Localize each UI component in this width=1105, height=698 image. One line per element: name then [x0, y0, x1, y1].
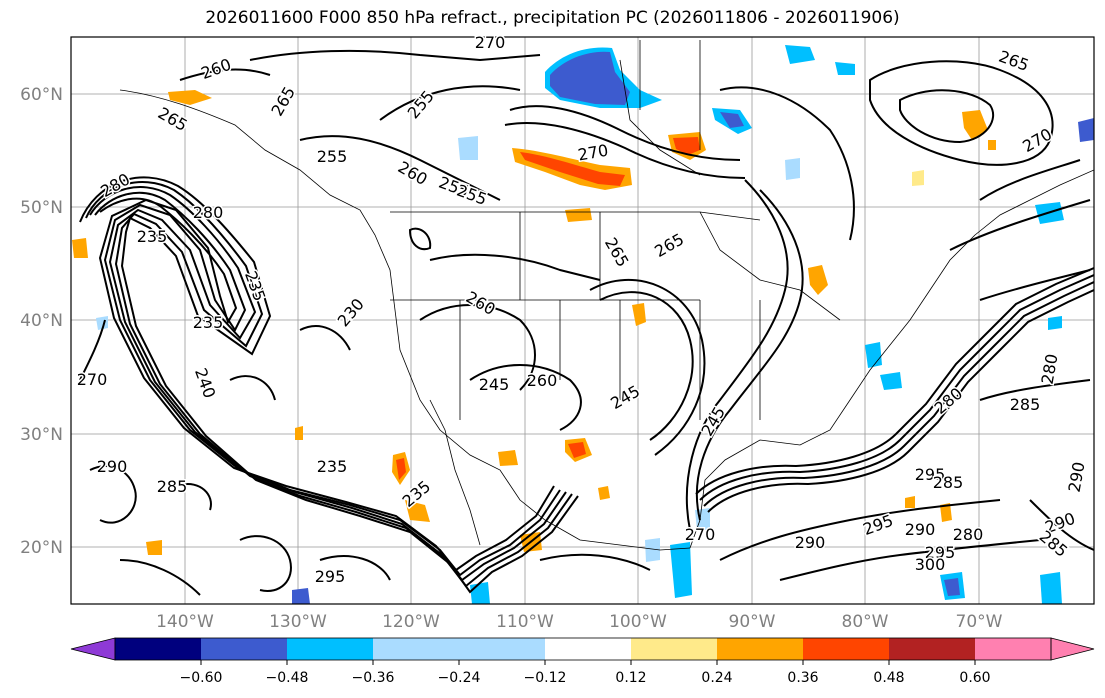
colorbar-tick-label: −0.48	[266, 670, 309, 686]
colorbar-tick-label: −0.24	[438, 670, 481, 686]
contour-label: 285	[1010, 395, 1041, 414]
lon-label: 140°W	[156, 612, 214, 632]
contour-label: 280	[953, 525, 984, 544]
lon-label: 80°W	[842, 612, 889, 632]
lat-label: 20°N	[20, 538, 63, 558]
lon-label: 90°W	[729, 612, 776, 632]
colorbar-segment	[459, 638, 545, 660]
lat-label: 30°N	[20, 425, 63, 445]
contour-label: 270	[685, 525, 716, 544]
contour-label: 295	[925, 543, 956, 562]
longitude-labels: 140°W 130°W 120°W 110°W 100°W 90°W 80°W …	[156, 612, 1003, 632]
lon-label: 130°W	[269, 612, 327, 632]
contour-label: 270	[475, 33, 506, 52]
colorbar-segment	[287, 638, 373, 660]
colorbar-segment	[717, 638, 803, 660]
contour-label: 235	[137, 227, 168, 246]
colorbar-tick-label: 0.24	[701, 670, 732, 686]
colorbar-max-arrow	[1050, 637, 1095, 661]
colorbar-tick-label: −0.12	[524, 670, 567, 686]
colorbar-tick-label: −0.36	[352, 670, 395, 686]
lon-label: 110°W	[496, 612, 554, 632]
contour-label: 290	[97, 457, 128, 476]
colorbar: −0.60 −0.48 −0.36 −0.24 −0.12 0.12 0.24 …	[70, 637, 1095, 686]
contour-label: 255	[317, 147, 348, 166]
colorbar-segment	[201, 638, 287, 660]
colorbar-tick-label: 0.48	[873, 670, 904, 686]
map-frame	[70, 36, 1095, 605]
lon-label: 70°W	[956, 612, 1003, 632]
contour-label: 285	[933, 473, 964, 492]
colorbar-segment	[373, 638, 459, 660]
refractivity-contours	[79, 49, 1094, 596]
colorbar-tick-label: 0.60	[959, 670, 990, 686]
contour-label: 235	[317, 457, 348, 476]
colorbar-frame	[114, 637, 1052, 661]
contour-label: 260	[527, 371, 558, 390]
lon-label: 120°W	[382, 612, 440, 632]
colorbar-segment	[889, 638, 975, 660]
colorbar-tick-label: 0.12	[615, 670, 646, 686]
contour-label: 290	[905, 520, 936, 539]
contour-label: 245	[479, 375, 510, 394]
colorbar-segment	[975, 638, 1051, 660]
map-title: 2026011600 F000 850 hPa refract., precip…	[205, 8, 900, 28]
colorbar-tick-label: −0.60	[180, 670, 223, 686]
contour-label: 300	[915, 555, 946, 574]
contour-label: 235	[193, 313, 224, 332]
colorbar-min-arrow	[70, 637, 116, 661]
colorbar-tickmarks	[200, 660, 976, 665]
coastlines	[119, 40, 1094, 551]
lon-label: 100°W	[609, 612, 667, 632]
colorbar-segment	[545, 638, 631, 660]
lat-label: 40°N	[20, 311, 63, 331]
contour-label: 270	[77, 370, 108, 389]
contour-label: 295	[315, 567, 346, 586]
colorbar-segment	[115, 638, 201, 660]
contour-label: 285	[157, 477, 188, 496]
colorbar-segment	[803, 638, 889, 660]
lat-label: 50°N	[20, 198, 63, 218]
colorbar-tick-label: 0.36	[787, 670, 818, 686]
contour-label: 295	[915, 465, 946, 484]
contour-label: 290	[795, 533, 826, 552]
latitude-labels: 60°N 50°N 40°N 30°N 20°N	[20, 85, 63, 558]
colorbar-segment	[631, 638, 717, 660]
contour-label: 280	[193, 203, 224, 222]
precip-shading-negative	[96, 45, 1094, 604]
contour-label: 280	[1038, 352, 1062, 385]
lat-label: 60°N	[20, 85, 63, 105]
